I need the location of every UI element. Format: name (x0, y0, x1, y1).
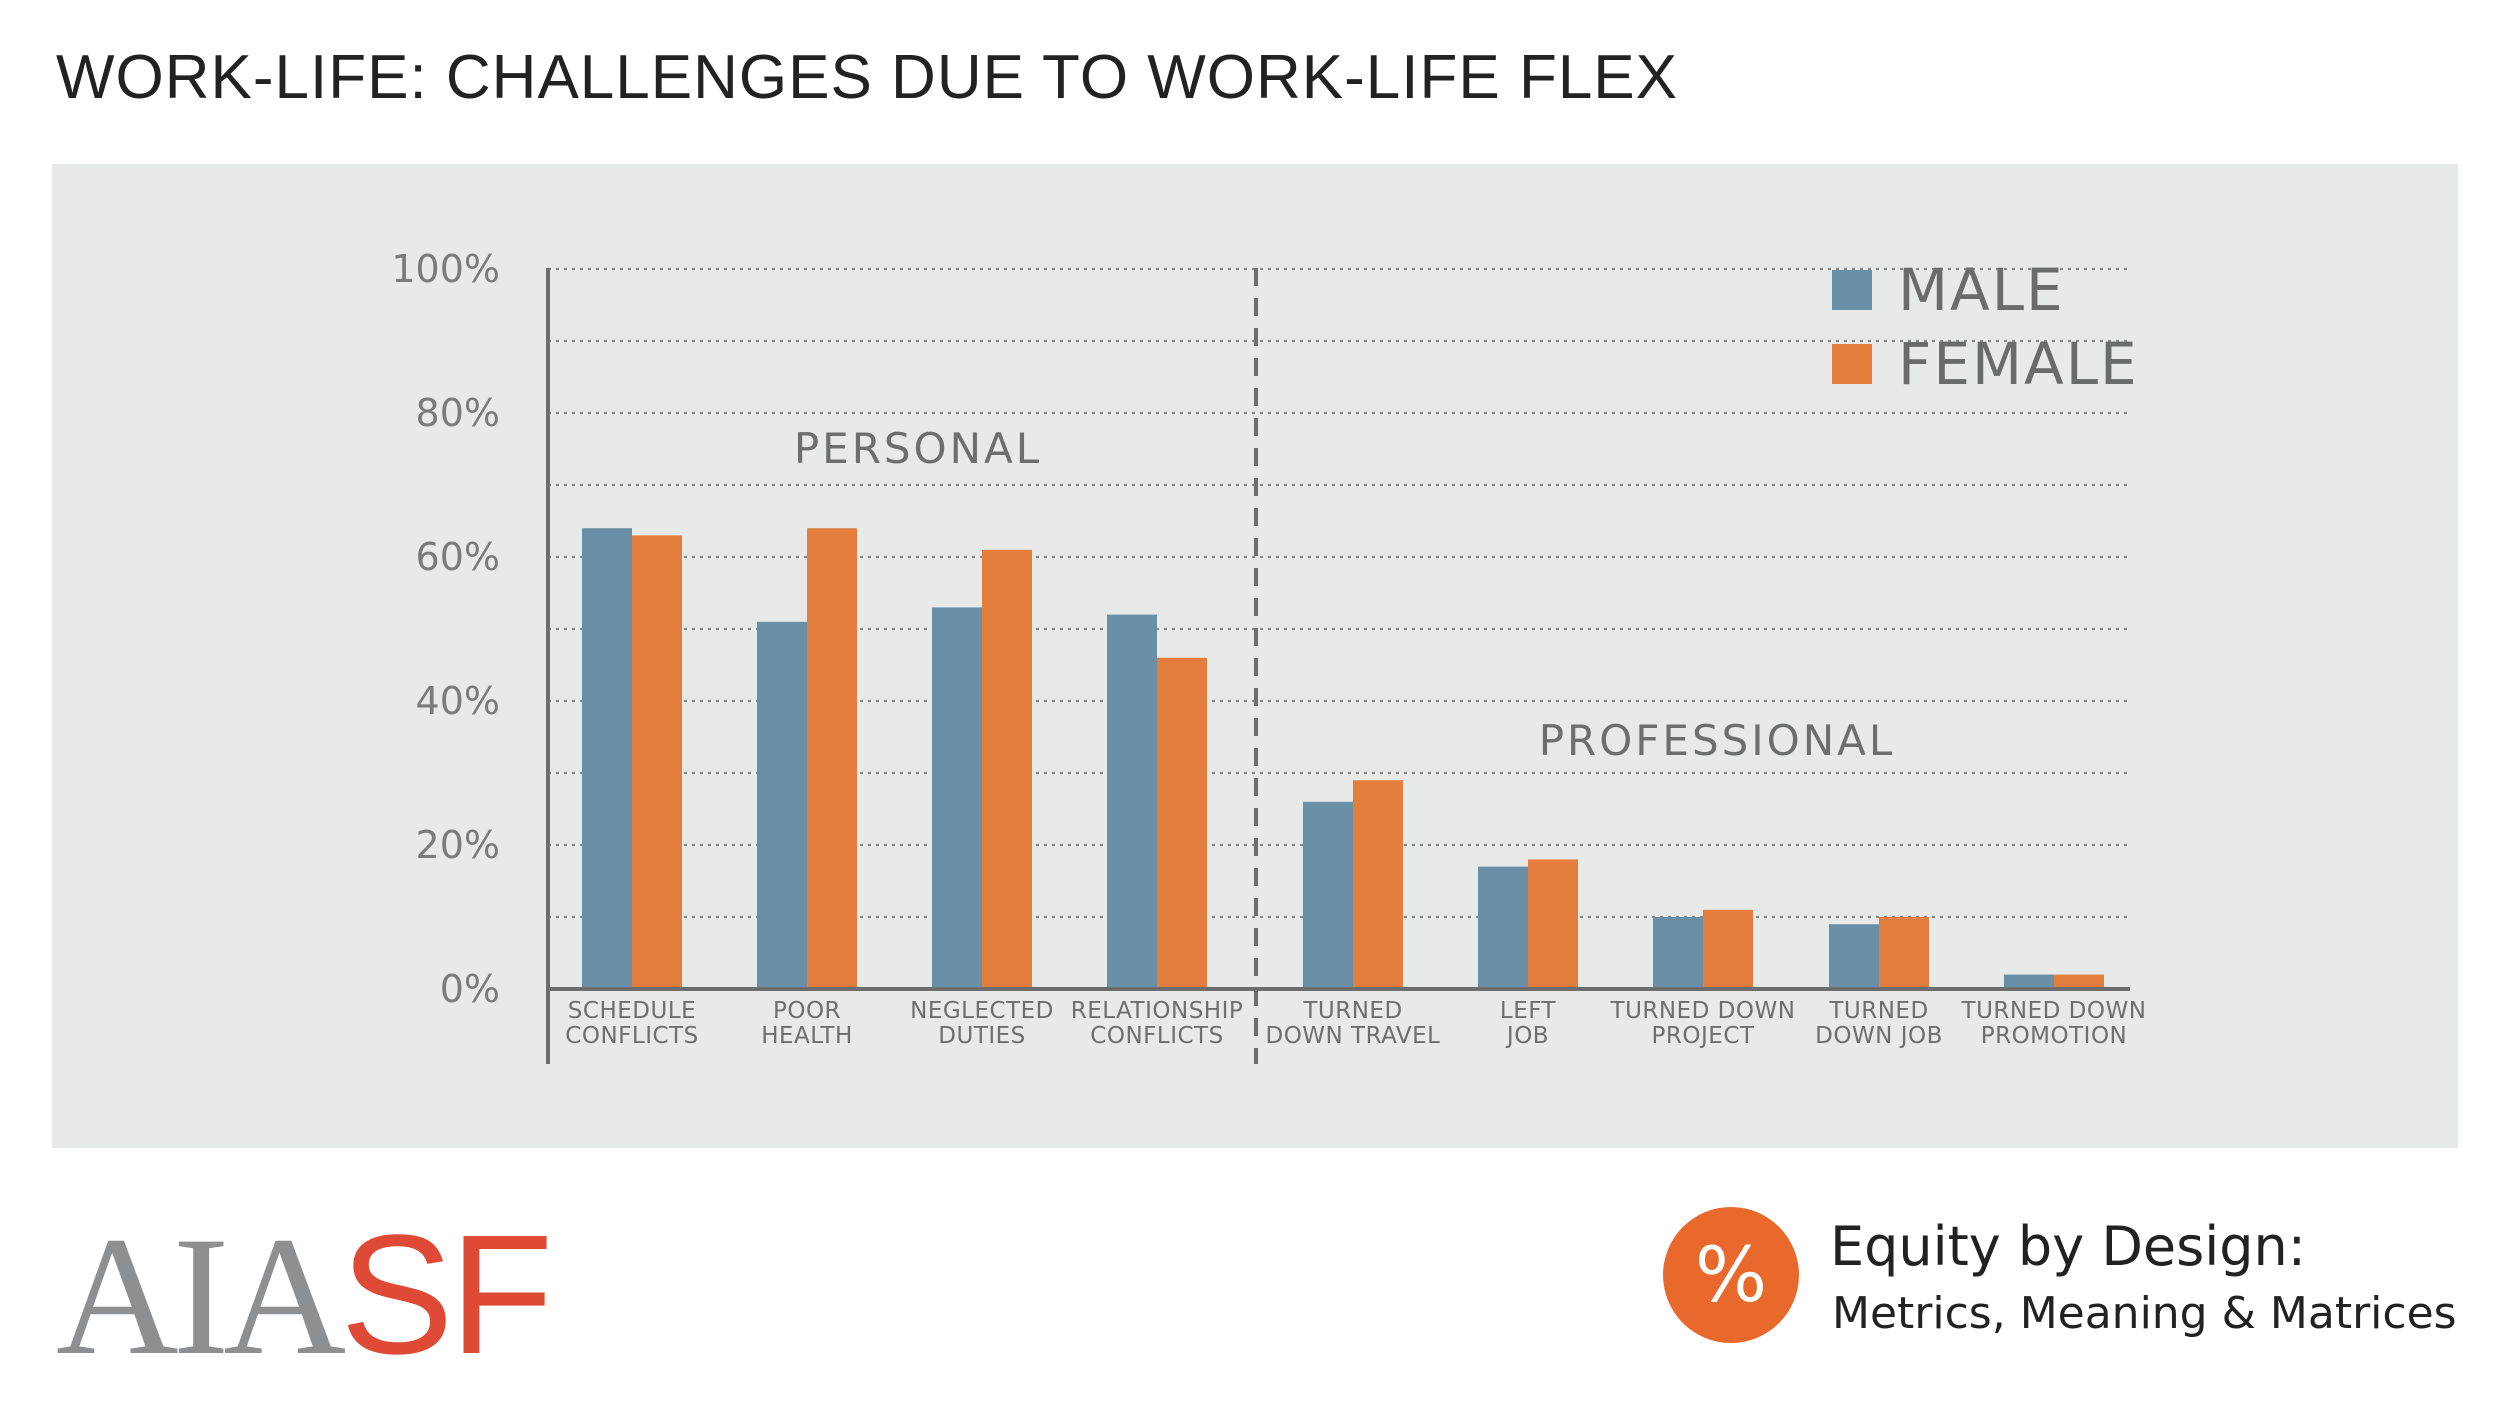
bar-male (1829, 924, 1879, 989)
category-label: PROMOTION (1981, 1023, 2128, 1049)
legend-swatch-male (1832, 270, 1872, 310)
legend-label-female: FEMALE (1898, 330, 2139, 398)
bar-female (632, 535, 682, 989)
category-label: POOR (773, 998, 841, 1024)
bar-male (2004, 974, 2054, 989)
y-tick-label: 0% (440, 967, 500, 1011)
category-label: CONFLICTS (1090, 1023, 1223, 1049)
category-label: SCHEDULE (568, 998, 696, 1024)
category-label: LEFT (1500, 998, 1557, 1024)
y-tick-label: 100% (391, 247, 500, 291)
y-tick-label: 20% (416, 823, 500, 867)
percent-badge-icon: % (1663, 1207, 1799, 1343)
y-tick-label: 40% (416, 679, 500, 723)
page-title: WORK-LIFE: CHALLENGES DUE TO WORK-LIFE F… (56, 43, 1679, 112)
bar-female (1879, 917, 1929, 989)
y-tick-label: 80% (416, 391, 500, 435)
logo-aia-text: AIA (56, 1202, 346, 1390)
legend-label-male: MALE (1898, 256, 2065, 324)
legend-swatch-female (1832, 344, 1872, 384)
bar-chart: 0%20%40%60%80%100%SCHEDULECONFLICTSPOORH… (391, 247, 2146, 1064)
category-label: JOB (1505, 1023, 1549, 1049)
bar-female (1528, 859, 1578, 989)
category-label: PROJECT (1652, 1023, 1755, 1049)
category-label: RELATIONSHIP (1071, 998, 1244, 1024)
bar-female (2054, 974, 2104, 989)
equity-subtitle: Metrics, Meaning & Matrices (1832, 1288, 2457, 1339)
category-label: HEALTH (761, 1023, 853, 1049)
category-label: TURNED DOWN (1961, 998, 2147, 1024)
y-tick-label: 60% (416, 535, 500, 579)
bar-male (757, 621, 807, 989)
category-label: DOWN TRAVEL (1265, 1023, 1440, 1049)
bar-male (1107, 614, 1157, 989)
category-label: TURNED (1302, 998, 1402, 1024)
category-label: DUTIES (938, 1023, 1026, 1049)
chart-panel: 0% 20% 40% 60% 80% 100% SCHEDULE CONFLICTS POOR H… (52, 164, 2458, 1148)
bar-male (1478, 866, 1528, 989)
bar-male (582, 528, 632, 989)
bar-male (1303, 801, 1353, 989)
category-label: CONFLICTS (565, 1023, 698, 1049)
logo-sf-text: SF (340, 1200, 553, 1390)
bar-female (1703, 909, 1753, 989)
bars (582, 528, 2104, 989)
category-label: TURNED (1828, 998, 1928, 1024)
category-label: NEGLECTED (910, 998, 1054, 1024)
bar-male (1653, 917, 1703, 989)
labels: 0%20%40%60%80%100%SCHEDULECONFLICTSPOORH… (391, 247, 2146, 1049)
category-label: TURNED DOWN (1610, 998, 1796, 1024)
aiasf-logo: AIASF (56, 1210, 553, 1381)
category-label: DOWN JOB (1815, 1023, 1943, 1049)
axes (546, 268, 2130, 1064)
bar-female (1353, 780, 1403, 989)
bar-male (932, 607, 982, 989)
bar-female (807, 528, 857, 989)
bar-female (1157, 657, 1207, 989)
equity-title: Equity by Design: (1830, 1215, 2306, 1278)
bar-female (982, 549, 1032, 989)
section-label-personal: PERSONAL (794, 424, 1042, 473)
section-label-professional: PROFESSIONAL (1539, 716, 1896, 765)
